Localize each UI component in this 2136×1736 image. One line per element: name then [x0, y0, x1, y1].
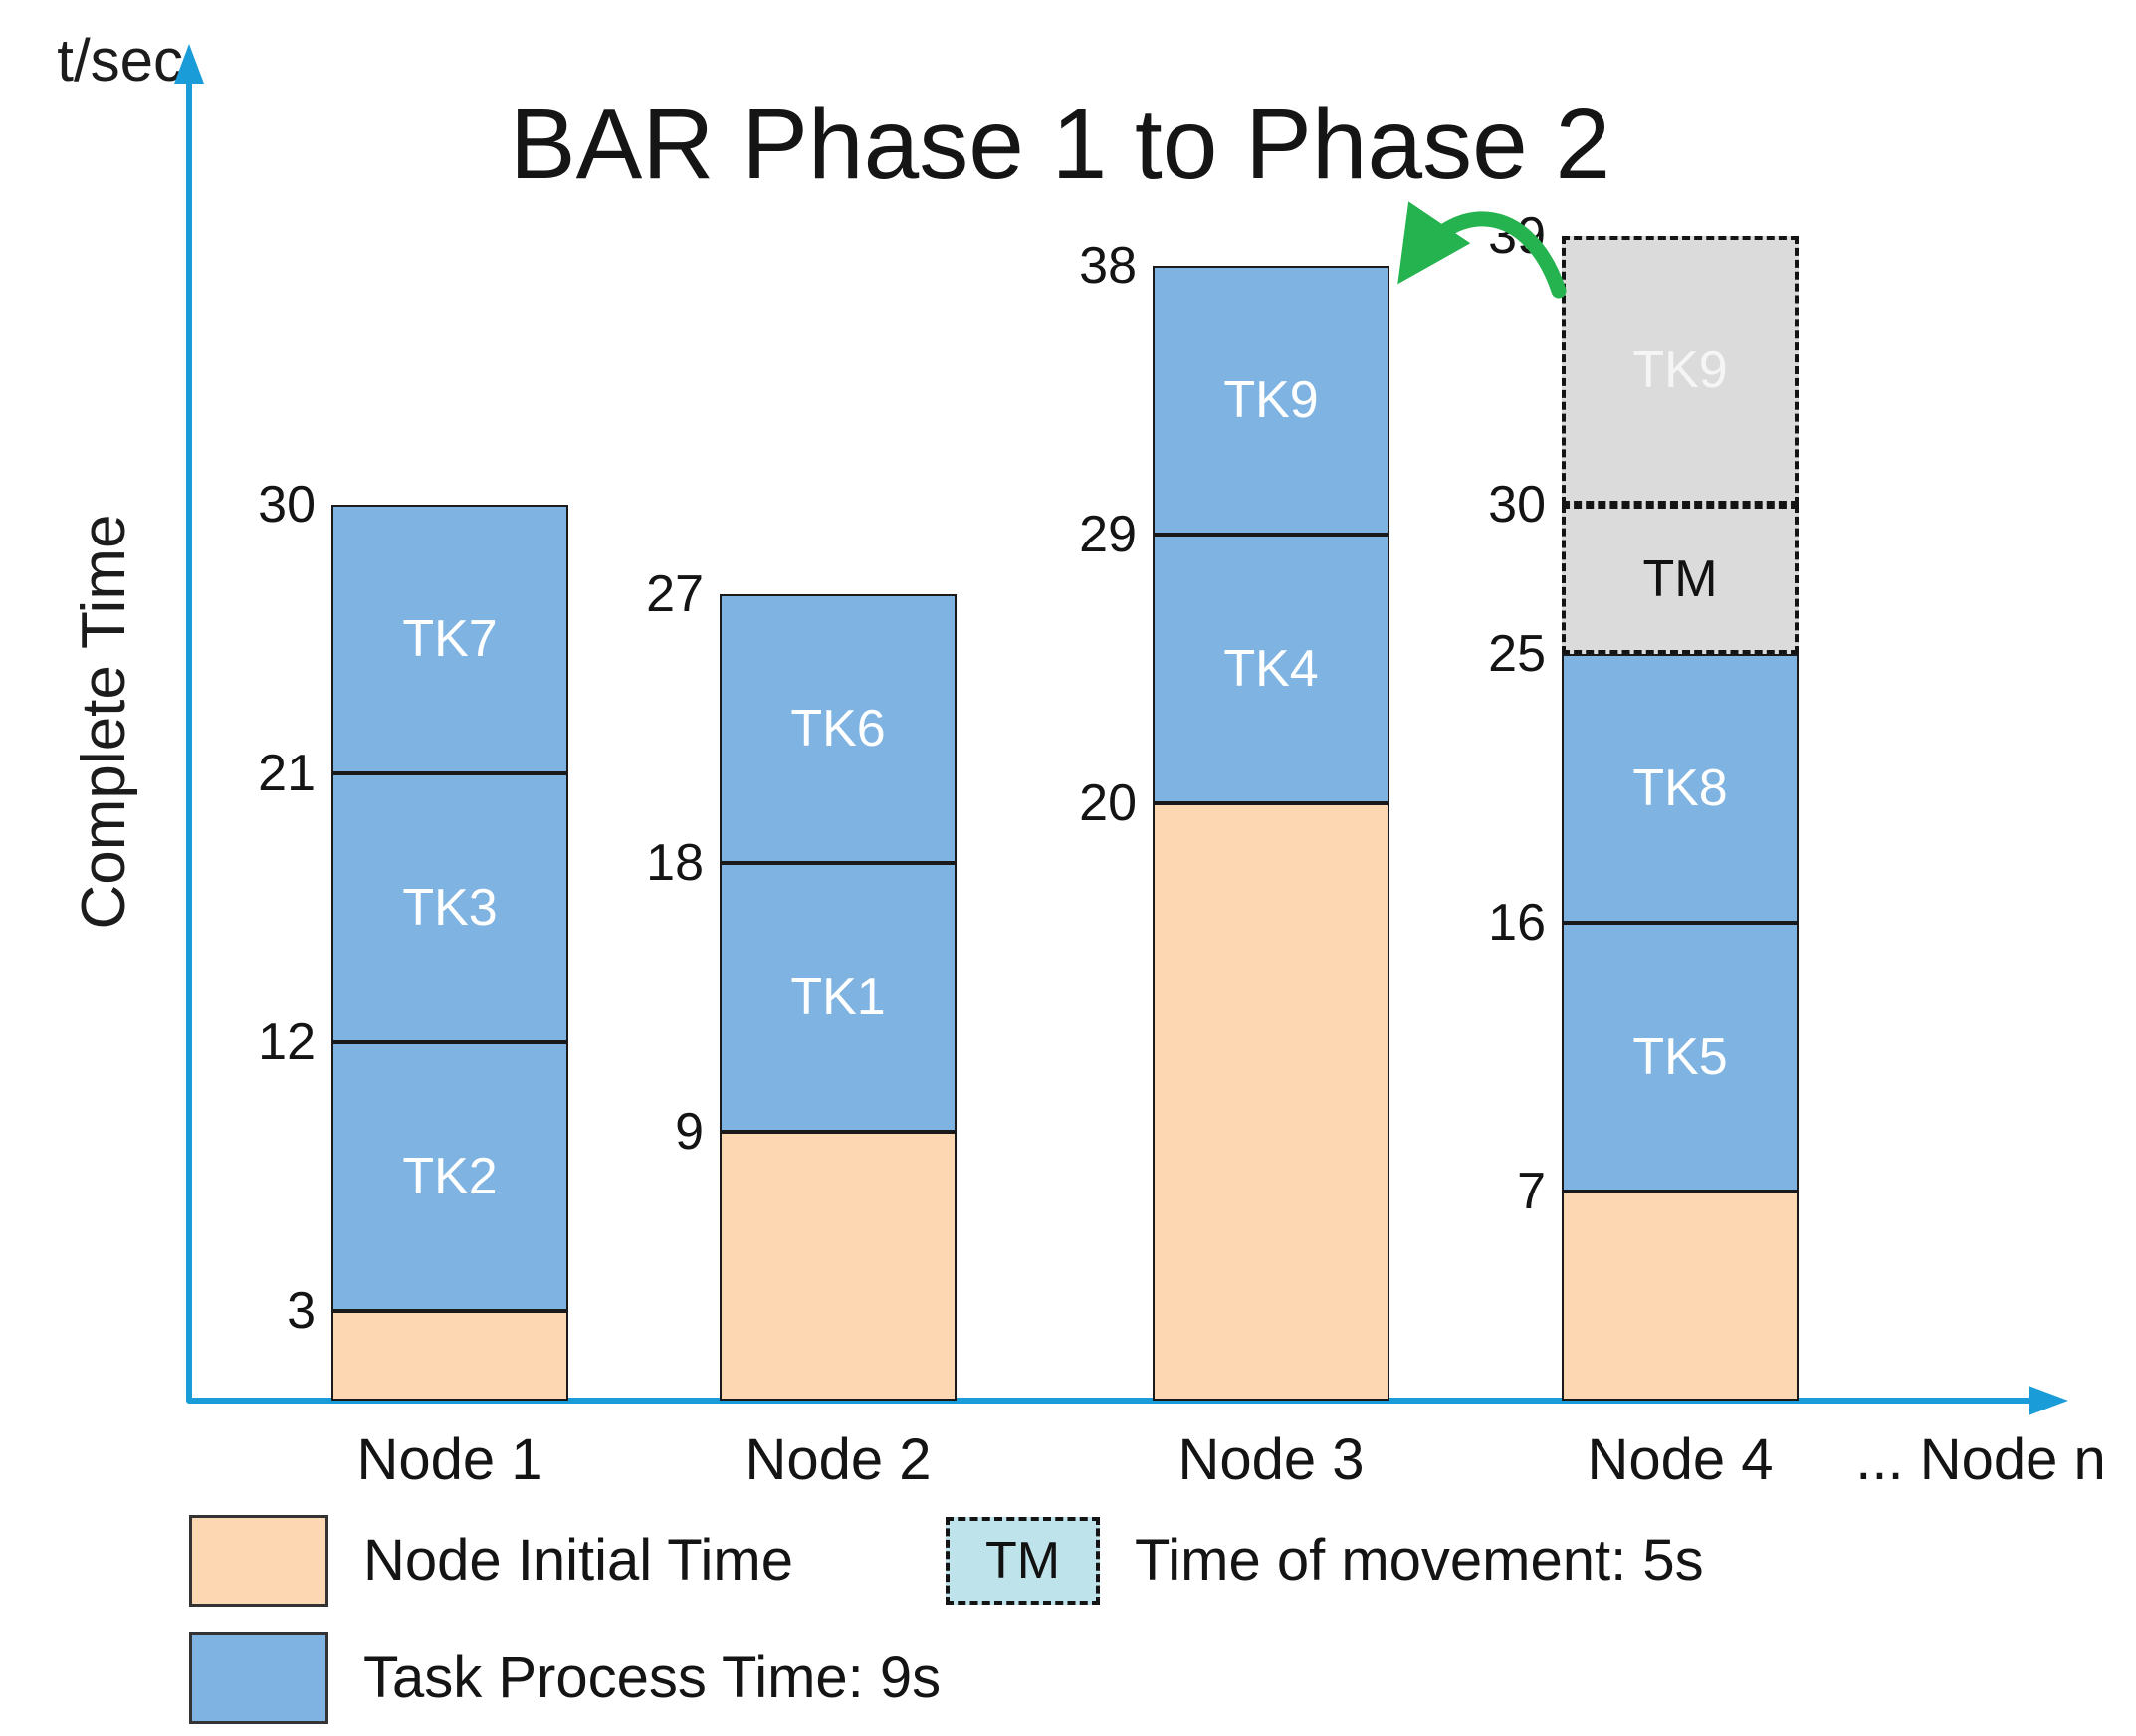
x-axis-arrowhead-icon: [2029, 1386, 2068, 1415]
segment-initial-node-1: [331, 1311, 568, 1401]
x-axis-label-node-n: ... Node n: [1855, 1427, 2106, 1492]
segment-tm-node-4: TM: [1562, 505, 1799, 654]
tick-label-20-node-3: 20: [1079, 774, 1137, 832]
tick-label-30-node-4: 30: [1488, 476, 1546, 534]
segment-tk8-node-4: TK8: [1562, 654, 1799, 923]
axis-lines: [186, 80, 2032, 1404]
legend-initial-swatch: [189, 1515, 328, 1607]
tick-label-9-node-2: 9: [675, 1103, 704, 1161]
y-axis-unit-label: t/sec: [57, 27, 183, 94]
segment-tk4-node-3: TK4: [1153, 535, 1389, 803]
segment-tk6-node-2: TK6: [720, 594, 957, 863]
legend-task-swatch: [189, 1632, 328, 1724]
segment-label: TK7: [402, 610, 498, 668]
segment-label: TK3: [402, 879, 498, 937]
tick-label-38-node-3: 38: [1079, 237, 1137, 295]
x-axis-label-node-1: Node 1: [356, 1427, 543, 1492]
tick-label-16-node-4: 16: [1488, 894, 1546, 952]
legend-tm-swatch-text: TM: [984, 1532, 1061, 1590]
segment-label: TM: [1642, 550, 1718, 608]
tick-label-25-node-4: 25: [1488, 625, 1546, 683]
segment-tk7-node-1: TK7: [331, 505, 568, 773]
task-move-arrow-path: [1397, 201, 1567, 299]
segment-label: TK8: [1632, 760, 1728, 817]
tick-label-30-node-1: 30: [258, 476, 316, 534]
segment-tk2-node-1: TK2: [331, 1042, 568, 1311]
x-axis-label-node-2: Node 2: [745, 1427, 932, 1492]
legend-initial-label: Node Initial Time: [363, 1528, 793, 1593]
tick-label-7-node-4: 7: [1517, 1163, 1546, 1220]
x-axis-label-node-3: Node 3: [1177, 1427, 1365, 1492]
segment-tk3-node-1: TK3: [331, 773, 568, 1042]
segment-initial-node-3: [1153, 803, 1389, 1401]
segment-label: TK5: [1632, 1028, 1728, 1086]
tick-label-29-node-3: 29: [1079, 506, 1137, 563]
segment-label: TK9: [1632, 341, 1728, 399]
chart-title: BAR Phase 1 to Phase 2: [509, 89, 1611, 200]
x-axis-label-node-4: Node 4: [1587, 1427, 1774, 1492]
segment-tk9-node-4: TK9: [1562, 236, 1799, 505]
segment-initial-node-4: [1562, 1192, 1799, 1401]
tick-label-18-node-2: 18: [646, 834, 704, 892]
tick-label-3-node-1: 3: [287, 1282, 316, 1340]
segment-tk1-node-2: TK1: [720, 863, 957, 1132]
segment-label: TK9: [1223, 371, 1319, 429]
y-axis-arrowhead-icon: [174, 44, 204, 84]
segment-label: TK4: [1223, 640, 1319, 698]
legend-task-label: Task Process Time: 9s: [363, 1645, 942, 1710]
segment-label: TK6: [790, 700, 886, 758]
legend-tm-label: Time of movement: 5s: [1135, 1528, 1704, 1593]
tick-label-27-node-2: 27: [646, 565, 704, 623]
tick-label-12-node-1: 12: [258, 1013, 316, 1071]
legend-tm-swatch: TM: [946, 1517, 1100, 1605]
segment-label: TK2: [402, 1148, 498, 1205]
segment-label: TK1: [790, 969, 886, 1026]
segment-tk5-node-4: TK5: [1562, 923, 1799, 1192]
segment-tk9-node-3: TK9: [1153, 266, 1389, 535]
tick-label-21-node-1: 21: [258, 745, 316, 802]
segment-initial-node-2: [720, 1132, 957, 1401]
